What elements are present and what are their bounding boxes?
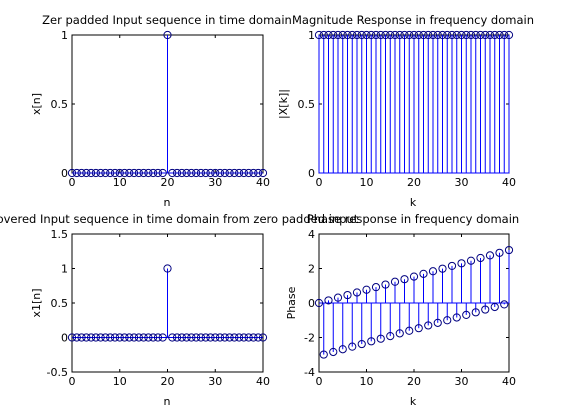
subplot-4-ytick-label: 2 <box>308 263 315 276</box>
subplot-4-ytick-label: -4 <box>304 366 315 379</box>
subplot-1-xtick-label: 20 <box>161 176 175 189</box>
subplot-1-xtick-label: 0 <box>69 176 76 189</box>
subplot-2-xtick-label: 30 <box>455 176 469 189</box>
subplot-4-xtick-label: 20 <box>407 375 421 388</box>
subplot-3-ytick-label: 1.5 <box>51 228 69 241</box>
subplot-1-title: Zer padded Input sequence in time domain <box>42 13 292 27</box>
subplot-4-ylabel: Phase <box>285 286 298 319</box>
subplot-2-xtick-label: 40 <box>502 176 516 189</box>
subplot-2-xlabel: k <box>410 196 417 209</box>
subplot-2-xtick-label: 10 <box>360 176 374 189</box>
subplot-1-ytick-label: 0.5 <box>51 98 69 111</box>
subplot-4-ytick-label: 0 <box>308 297 315 310</box>
subplot-2-xtick-label: 0 <box>316 176 323 189</box>
subplot-3-xtick-label: 0 <box>69 375 76 388</box>
subplot-1-xtick-label: 40 <box>256 176 270 189</box>
subplot-2-title: Magnitude Response in frequency domain <box>292 13 534 27</box>
subplot-2-ylabel: |X[k]| <box>277 89 290 119</box>
subplot-1-ylabel: x[n] <box>30 93 43 115</box>
subplot-1-xlabel: n <box>164 196 171 209</box>
subplot-3-xtick-label: 30 <box>208 375 222 388</box>
subplot-2-xtick-label: 20 <box>407 176 421 189</box>
subplot-3-ytick-label: 0.5 <box>51 297 69 310</box>
subplot-4-xtick-label: 0 <box>316 375 323 388</box>
subplot-3-title: Recovered Input sequence in time domain … <box>0 212 359 226</box>
subplot-3-xlabel: n <box>164 395 171 408</box>
subplot-3-ylabel: x1[n] <box>30 288 43 317</box>
subplot-3-ytick-label: -0.5 <box>47 366 68 379</box>
subplot-4-xtick-label: 30 <box>455 375 469 388</box>
subplot-4-ytick-label: 4 <box>308 228 315 241</box>
subplot-1-ytick-label: 0 <box>61 167 68 180</box>
subplot-3-xtick-label: 10 <box>113 375 127 388</box>
subplot-4-xlabel: k <box>410 395 417 408</box>
subplot-1-ytick-label: 1 <box>61 29 68 42</box>
subplot-4-xtick-label: 10 <box>360 375 374 388</box>
subplot-2-ytick-label: 1 <box>308 29 315 42</box>
subplot-3-xtick-label: 20 <box>161 375 175 388</box>
subplot-2-ytick-label: 0 <box>308 167 315 180</box>
subplot-4-xtick-label: 40 <box>502 375 516 388</box>
subplot-1-xtick-label: 10 <box>113 176 127 189</box>
subplot-2-ytick-label: 0.5 <box>298 98 316 111</box>
subplot-3-xtick-label: 40 <box>256 375 270 388</box>
subplot-3-ytick-label: 0 <box>61 332 68 345</box>
subplot-4-title: Phase response in frequency domain <box>307 212 519 226</box>
subplot-1-xtick-label: 30 <box>208 176 222 189</box>
subplot-3-ytick-label: 1 <box>61 263 68 276</box>
subplot-4-ytick-label: -2 <box>304 332 315 345</box>
